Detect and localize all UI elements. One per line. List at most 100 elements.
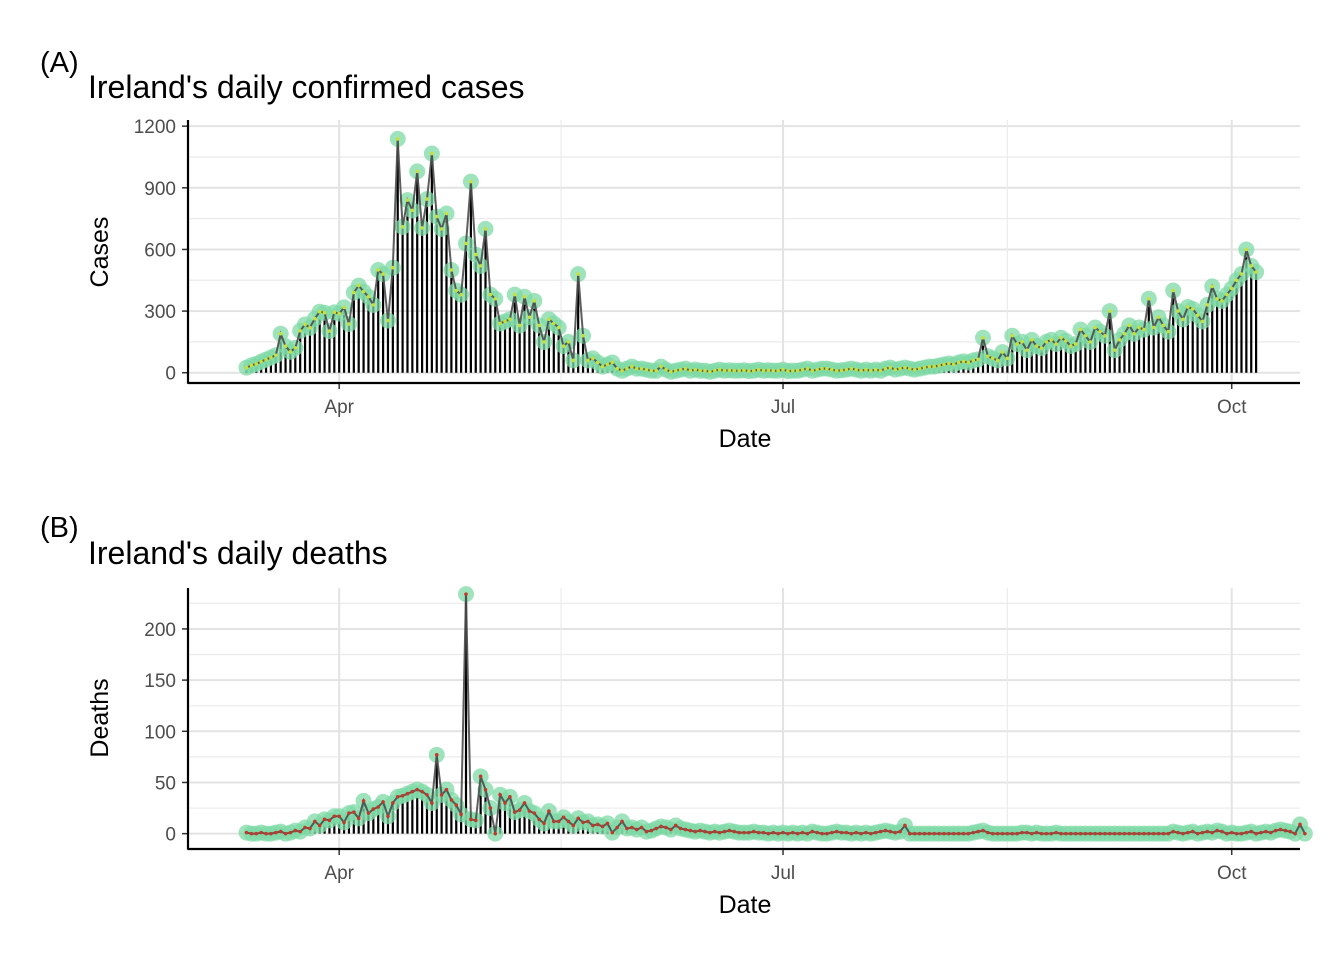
data-point	[927, 831, 932, 836]
data-point	[1005, 831, 1010, 836]
data-point	[678, 367, 683, 372]
data-point	[1210, 284, 1215, 289]
data-point	[693, 367, 698, 372]
data-point	[444, 787, 449, 792]
data-point	[1220, 299, 1224, 303]
x-tick-label: Oct	[1217, 397, 1247, 418]
data-point	[317, 309, 322, 314]
data-point	[1171, 829, 1175, 834]
data-point	[1190, 829, 1195, 834]
data-point	[376, 268, 381, 272]
data-point	[1176, 309, 1180, 313]
panel-tag-b: (B)	[40, 512, 79, 544]
data-point	[293, 346, 298, 350]
data-point	[776, 831, 780, 836]
x-axis-title-deaths: Date	[719, 891, 772, 919]
data-point	[781, 367, 785, 372]
data-point	[337, 311, 341, 316]
data-point	[634, 366, 639, 371]
data-point	[532, 299, 537, 303]
data-point	[790, 368, 795, 373]
data-point	[1015, 342, 1019, 346]
data-point	[834, 829, 839, 834]
data-point	[391, 801, 395, 805]
data-point	[542, 821, 546, 826]
data-point	[371, 807, 376, 811]
data-point	[1195, 831, 1200, 836]
data-point	[673, 823, 678, 828]
data-point	[410, 208, 415, 213]
y-axis-title-cases: Cases	[86, 217, 114, 288]
chart-title-deaths: Ireland's daily deaths	[88, 535, 388, 571]
data-point	[308, 826, 312, 831]
data-point	[1156, 315, 1161, 320]
data-point	[1264, 829, 1268, 834]
data-point	[1078, 327, 1083, 332]
data-point	[1176, 830, 1180, 835]
data-point	[864, 367, 868, 372]
data-point	[581, 820, 585, 825]
data-point	[771, 830, 776, 835]
data-point	[1010, 333, 1015, 338]
data-point	[937, 363, 941, 368]
data-point	[659, 824, 663, 829]
data-point	[1068, 831, 1073, 836]
data-point	[727, 368, 732, 373]
data-point	[795, 831, 800, 836]
data-point	[620, 368, 624, 373]
data-point	[1010, 831, 1015, 836]
y-tick-label: 100	[144, 722, 176, 743]
data-point	[869, 368, 873, 373]
data-point	[703, 368, 707, 373]
data-point	[1005, 356, 1010, 361]
data-point	[1205, 829, 1210, 834]
data-point	[1132, 831, 1136, 836]
data-point	[893, 830, 897, 835]
data-point	[810, 368, 815, 373]
data-point	[1029, 338, 1034, 342]
data-point	[1215, 296, 1219, 301]
data-point	[503, 801, 507, 805]
data-point	[961, 831, 966, 836]
data-point	[1156, 831, 1161, 836]
data-point	[517, 323, 522, 328]
data-point	[669, 827, 673, 832]
data-point	[1186, 830, 1190, 835]
data-point	[512, 292, 517, 297]
data-point	[449, 268, 454, 272]
data-point	[327, 329, 332, 333]
data-point	[371, 303, 376, 307]
data-point	[1283, 828, 1288, 833]
x-tick-label: Oct	[1217, 863, 1247, 884]
data-point	[756, 830, 761, 835]
data-point	[815, 367, 819, 372]
y-tick-label: 300	[144, 302, 176, 323]
data-point	[332, 814, 337, 819]
data-point	[522, 801, 527, 805]
data-point	[717, 830, 722, 835]
data-point	[273, 353, 278, 358]
data-point	[927, 364, 932, 369]
data-point	[834, 368, 839, 373]
data-point	[947, 831, 951, 836]
data-point	[454, 803, 459, 807]
data-point	[1117, 831, 1122, 836]
data-point	[917, 831, 922, 836]
data-point	[766, 831, 771, 836]
data-point	[1142, 327, 1146, 332]
data-point	[659, 364, 663, 369]
data-point	[1205, 303, 1210, 307]
data-point	[1098, 831, 1102, 836]
data-point	[493, 831, 498, 836]
data-point	[1225, 292, 1229, 297]
data-point	[976, 829, 980, 834]
data-point	[1151, 325, 1156, 330]
data-point	[683, 827, 688, 832]
data-point	[1273, 828, 1278, 833]
data-point	[556, 819, 561, 824]
data-point	[961, 359, 966, 364]
data-point	[327, 818, 332, 823]
data-point	[576, 816, 580, 821]
data-point	[956, 360, 961, 365]
data-point	[527, 315, 532, 320]
